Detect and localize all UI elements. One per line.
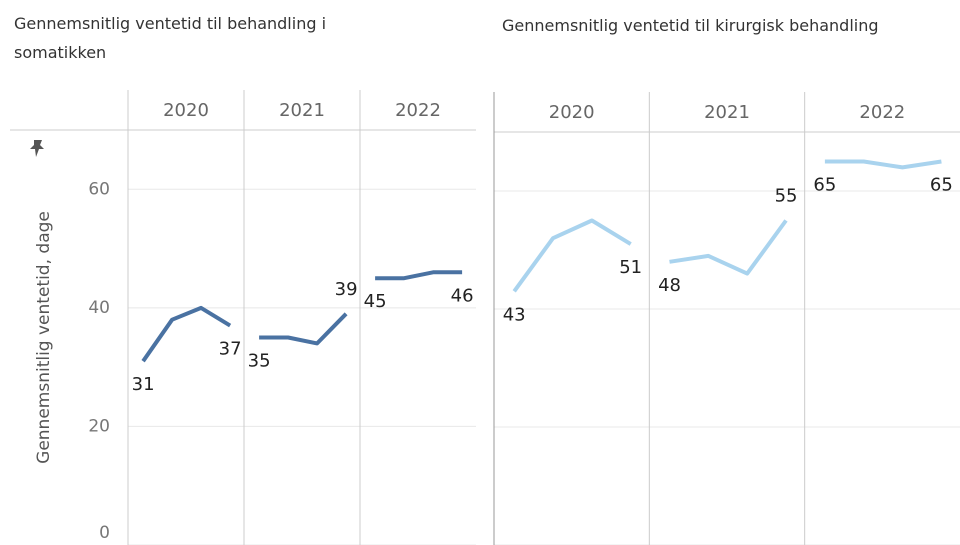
year-header: 2020 <box>163 100 209 121</box>
y-tick-label: 40 <box>88 298 110 318</box>
data-label: 48 <box>658 275 681 296</box>
data-label: 55 <box>775 186 798 207</box>
y-tick-label: 60 <box>88 179 110 199</box>
y-tick-label: 20 <box>88 416 110 436</box>
data-label: 39 <box>335 279 358 300</box>
year-header: 2021 <box>704 102 750 123</box>
line-series <box>669 219 788 276</box>
line-series <box>824 159 942 170</box>
data-label: 31 <box>132 374 155 395</box>
data-label: 45 <box>364 291 387 312</box>
data-label: 37 <box>219 339 242 360</box>
year-header: 2022 <box>859 102 905 123</box>
data-label: 51 <box>619 257 642 278</box>
data-label: 65 <box>930 175 953 196</box>
line-series <box>512 218 632 293</box>
y-axis-label: Gennemsnitlig ventetid, dage <box>34 211 54 464</box>
data-label: 43 <box>503 304 526 325</box>
year-header: 2022 <box>395 100 441 121</box>
data-label: 46 <box>451 285 474 306</box>
data-label: 35 <box>248 351 271 372</box>
line-series <box>375 270 463 281</box>
year-header: 2021 <box>279 100 325 121</box>
chart-title: Gennemsnitlig ventetid til kirurgisk beh… <box>502 16 879 35</box>
line-series <box>141 305 232 363</box>
data-label: 65 <box>813 175 836 196</box>
line-series <box>259 312 348 346</box>
pin-icon <box>30 140 44 157</box>
y-tick-label: 0 <box>99 523 110 543</box>
year-header: 2020 <box>549 102 595 123</box>
